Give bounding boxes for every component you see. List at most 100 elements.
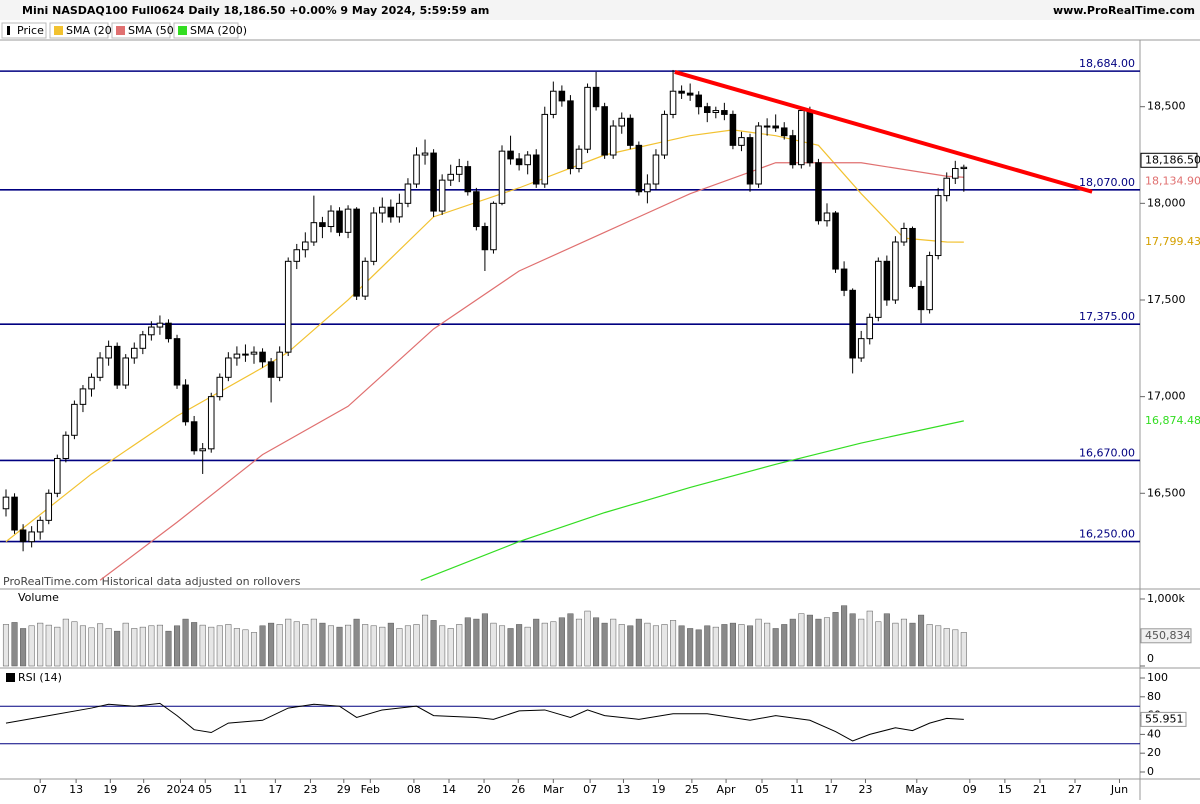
volume-bar <box>481 613 488 667</box>
volume-bar <box>208 626 215 667</box>
volume-bar <box>242 629 249 667</box>
candle-body <box>28 531 35 543</box>
candle-body <box>430 152 437 212</box>
volume-bar <box>439 625 446 667</box>
candle-body <box>11 496 18 531</box>
volume-bar <box>45 624 52 667</box>
candle-body <box>926 255 933 311</box>
volume-bar <box>319 622 326 667</box>
candle-body <box>302 241 309 251</box>
candle-body <box>379 206 386 214</box>
volume-bar <box>849 613 856 667</box>
candle-body <box>532 154 540 185</box>
volume-bar <box>199 624 206 667</box>
volume-bar <box>704 625 711 667</box>
candle-body <box>173 338 181 386</box>
volume-bar <box>345 624 352 667</box>
volume-bar <box>610 618 617 667</box>
volume-bar <box>216 625 223 667</box>
candle-body <box>79 388 87 405</box>
legend-box <box>173 22 239 39</box>
volume-bar <box>755 618 762 667</box>
last-rsi: 55.951 <box>1145 712 1184 725</box>
volume-bar <box>139 626 146 667</box>
volume-bar <box>721 624 728 667</box>
volume-bar <box>670 620 677 667</box>
level-label: 16,250.00 <box>1079 528 1135 541</box>
volume-bar <box>191 622 198 667</box>
volume-bar <box>387 622 394 667</box>
candle-body <box>464 166 472 193</box>
volume-bar <box>550 621 557 667</box>
candle-body <box>113 345 121 386</box>
volume-bar <box>909 622 916 667</box>
volume-bar <box>422 614 429 667</box>
candle-body <box>780 127 788 137</box>
candle-body <box>798 110 805 166</box>
candle-body <box>284 260 292 353</box>
candle-body <box>883 260 891 301</box>
last-price-box <box>1140 152 1198 168</box>
y-tick-label: 16,500 <box>1147 486 1186 499</box>
candle-body <box>2 496 10 510</box>
volume-bar <box>815 618 822 667</box>
candle-body <box>88 376 95 390</box>
volume-bar <box>28 625 35 667</box>
panel-title: Volume <box>18 591 59 604</box>
candle-body <box>601 106 608 156</box>
last-value: 18,134.90 <box>1145 174 1200 187</box>
volume-bar <box>122 622 129 667</box>
volume-bar <box>789 618 796 667</box>
candle-body <box>669 90 677 115</box>
candle-body <box>319 222 326 228</box>
y-tick-label: 18,000 <box>1147 196 1186 209</box>
candle-body <box>609 125 617 156</box>
candle-body <box>396 202 403 218</box>
x-tick-label: 13 <box>616 783 630 796</box>
candle-body <box>207 396 215 450</box>
candle-body <box>36 519 44 533</box>
legend-box <box>1 22 47 39</box>
x-tick-label: 09 <box>963 783 977 796</box>
volume-bar <box>567 613 574 667</box>
candle-body <box>233 353 241 359</box>
candle-body <box>917 285 925 311</box>
volume-bar <box>413 624 420 667</box>
volume-bar <box>798 613 805 667</box>
candle-body <box>541 113 549 185</box>
volume-bar <box>584 610 591 667</box>
x-tick-label: 05 <box>198 783 212 796</box>
candle-body <box>755 125 762 185</box>
volume-bar <box>404 625 411 667</box>
volume-bar <box>114 630 121 667</box>
volume-bar <box>952 629 959 667</box>
volume-bar <box>781 624 788 667</box>
volume-bar <box>729 622 736 667</box>
candle-body <box>225 357 232 378</box>
volume-bar <box>173 625 181 667</box>
volume-bar <box>131 628 138 667</box>
candle-body <box>652 154 660 185</box>
volume-bar <box>593 617 600 667</box>
candle-body <box>515 158 523 166</box>
volume-bar <box>866 610 873 667</box>
volume-bar <box>250 632 258 667</box>
volume-bar <box>618 624 625 667</box>
x-tick-label: 19 <box>652 783 666 796</box>
candle-body <box>182 384 189 423</box>
candle-body <box>866 316 874 340</box>
x-tick-label: Feb <box>361 783 380 796</box>
volume-bar <box>712 626 719 667</box>
volume-bar <box>806 614 813 667</box>
legend-swatch <box>116 26 125 35</box>
candle-body <box>455 166 463 175</box>
level-label: 17,375.00 <box>1079 310 1135 323</box>
x-tick-label: 2024 <box>166 783 194 796</box>
candle-body <box>438 179 446 212</box>
candle-body <box>823 212 831 222</box>
volume-bar <box>652 625 659 667</box>
candle-body <box>806 110 814 164</box>
level-label: 16,670.00 <box>1079 446 1135 459</box>
volume-bar <box>182 618 189 667</box>
